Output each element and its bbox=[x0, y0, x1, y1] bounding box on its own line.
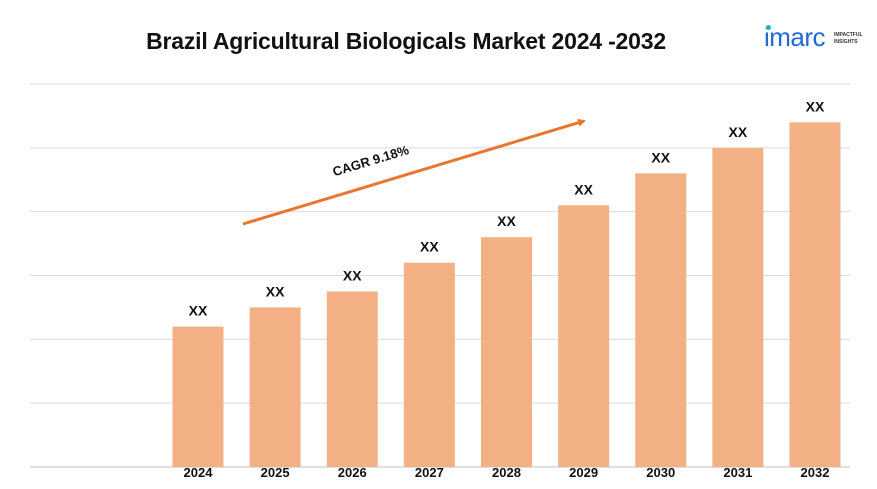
bar-2029 bbox=[558, 205, 610, 468]
logo-dot bbox=[766, 25, 771, 30]
chart-title: Brazil Agricultural Biologicals Market 2… bbox=[146, 28, 666, 54]
logo-tagline-line1: IMPACTFUL bbox=[834, 32, 863, 38]
data-label-2025: XX bbox=[266, 283, 285, 299]
bar-2028 bbox=[481, 237, 532, 467]
cagr-arrow bbox=[242, 118, 586, 226]
logo-tagline-line2: INSIGHTS bbox=[834, 39, 858, 45]
bar-2025 bbox=[249, 307, 301, 467]
x-tick-2024: 2024 bbox=[184, 465, 214, 480]
x-tick-2028: 2028 bbox=[492, 465, 521, 480]
x-tick-labels: 2024 2025 2026 2027 2028 2029 2030 2031 2032 bbox=[184, 465, 830, 480]
x-tick-2029: 2029 bbox=[569, 465, 598, 480]
x-tick-2025: 2025 bbox=[261, 465, 290, 480]
x-tick-2027: 2027 bbox=[415, 465, 444, 480]
logo-wordmark: imarc bbox=[764, 22, 826, 52]
data-label-2027: XX bbox=[420, 239, 439, 255]
bar-2030 bbox=[635, 173, 687, 467]
bar-2032 bbox=[789, 122, 841, 468]
bar-2031 bbox=[712, 147, 764, 468]
x-tick-2031: 2031 bbox=[723, 465, 752, 480]
data-label-2031: XX bbox=[729, 124, 748, 140]
data-label-2032: XX bbox=[806, 98, 825, 114]
x-tick-2030: 2030 bbox=[646, 465, 675, 480]
data-label-2028: XX bbox=[497, 213, 516, 229]
cagr-annotation: CAGR 9.18% bbox=[242, 118, 586, 226]
imarc-logo: imarc IMPACTFUL INSIGHTS bbox=[760, 22, 870, 60]
x-tick-2026: 2026 bbox=[338, 465, 367, 480]
data-label-2026: XX bbox=[343, 267, 362, 283]
bar-2027 bbox=[403, 262, 455, 467]
data-label-2029: XX bbox=[574, 181, 593, 197]
bar-2024 bbox=[172, 326, 224, 467]
x-tick-2032: 2032 bbox=[801, 465, 830, 480]
data-label-2030: XX bbox=[651, 149, 670, 165]
bars bbox=[172, 122, 841, 468]
bar-2026 bbox=[326, 291, 378, 467]
logo-tagline: IMPACTFUL INSIGHTS bbox=[834, 32, 874, 46]
data-label-2024: XX bbox=[189, 303, 208, 319]
data-labels: XX XX XX XX XX XX XX XX XX bbox=[189, 98, 825, 318]
